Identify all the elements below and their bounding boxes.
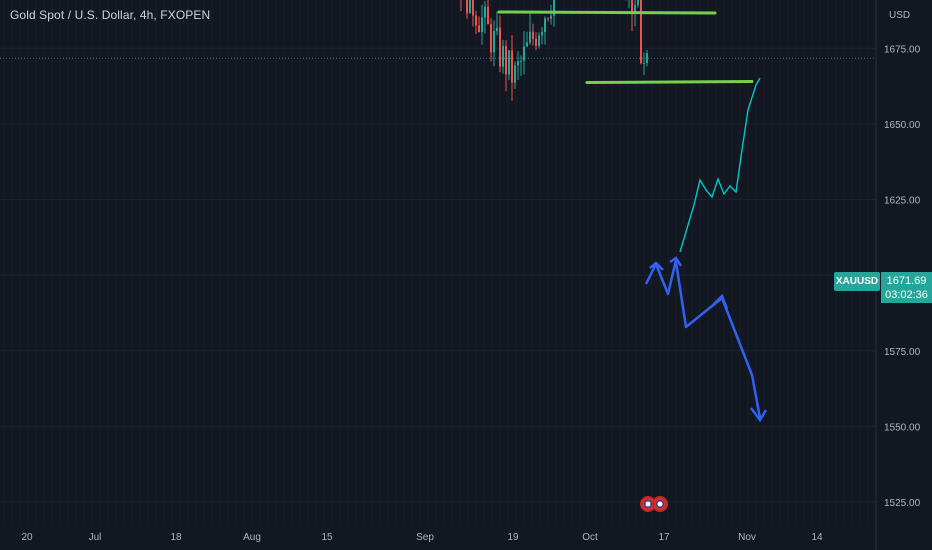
candle-body [490, 24, 492, 53]
candle-body [643, 62, 645, 64]
time-tick-label: 14 [811, 532, 823, 543]
candle-body [481, 17, 483, 32]
symbol-badge: XAUUSD [834, 272, 880, 291]
arrow-head-icon [649, 261, 664, 271]
last-price-value: 1671.69 [886, 275, 927, 287]
candle-body [520, 60, 522, 62]
candle-body [478, 25, 480, 32]
price-tick-label: 1575.00 [884, 347, 921, 358]
time-tick-label: Oct [582, 532, 598, 543]
price-tick-label: 1650.00 [884, 120, 921, 131]
candle-body [550, 15, 552, 19]
candle-body [547, 18, 549, 20]
candle-body [529, 31, 531, 43]
candle-body [646, 53, 648, 63]
candle-body [487, 6, 489, 25]
candle-body [496, 27, 498, 32]
time-tick-label: Jul [89, 532, 102, 543]
time-tick-label: 18 [170, 532, 182, 543]
price-axis-unit: USD [889, 10, 910, 21]
candle-body [634, 5, 636, 15]
forecast-curve [679, 77, 761, 253]
candle-body [514, 65, 516, 83]
time-tick-label: 17 [658, 532, 670, 543]
candle-body [538, 35, 540, 46]
candle-body [493, 31, 495, 53]
time-tick-label: 15 [321, 532, 333, 543]
candle-body [517, 61, 519, 66]
drawings-layer [497, 10, 768, 423]
candle-body [502, 45, 504, 67]
candle-body [508, 50, 510, 75]
candle-body [475, 15, 477, 26]
price-tick-label: 1625.00 [884, 196, 921, 207]
chart-title: Gold Spot / U.S. Dollar, 4h, FXOPEN [10, 8, 211, 22]
candle-body [484, 6, 486, 18]
bar-countdown: 03:02:36 [885, 289, 928, 301]
candle-body [499, 27, 501, 67]
candle-body [526, 42, 528, 47]
time-tick-label: Aug [243, 532, 261, 543]
candle-body [469, 0, 471, 14]
support-level-line [585, 80, 754, 85]
chart-grid [0, 47, 876, 503]
price-tick-label: 1550.00 [884, 422, 921, 433]
arrow-head-icon [750, 407, 768, 423]
price-tick-label: 1675.00 [884, 44, 921, 55]
candle-body [472, 0, 474, 16]
candle-body [541, 32, 543, 36]
candle-body [631, 0, 633, 15]
candle-body [511, 50, 513, 83]
last-price-badge: 1671.69 03:02:36 [881, 272, 932, 303]
projection-arrow-up [644, 259, 678, 296]
time-tick-label: 19 [507, 532, 519, 543]
us-flag-event-icon[interactable] [652, 496, 668, 512]
time-tick-label: Sep [416, 532, 434, 543]
arrow-head-icon [669, 256, 683, 267]
candle-body [553, 0, 555, 16]
candle-body [466, 0, 468, 14]
candle-body [544, 18, 546, 33]
candlestick-series [460, 0, 648, 101]
candle-body [640, 0, 642, 64]
arrow-head-icon [711, 293, 729, 310]
candle-body [523, 46, 525, 61]
candle-body [505, 45, 507, 75]
time-tick-label: 20 [21, 532, 33, 543]
time-tick-label: Nov [738, 532, 756, 543]
resistance-level-line [497, 10, 717, 15]
candle-body [532, 31, 534, 39]
candle-body [535, 38, 537, 46]
candle-body [637, 0, 639, 6]
price-tick-label: 1525.00 [884, 498, 921, 509]
time-axis: 20 Jul 18 Aug 15 Sep 19 Oct 17 Nov 14 [21, 532, 823, 543]
